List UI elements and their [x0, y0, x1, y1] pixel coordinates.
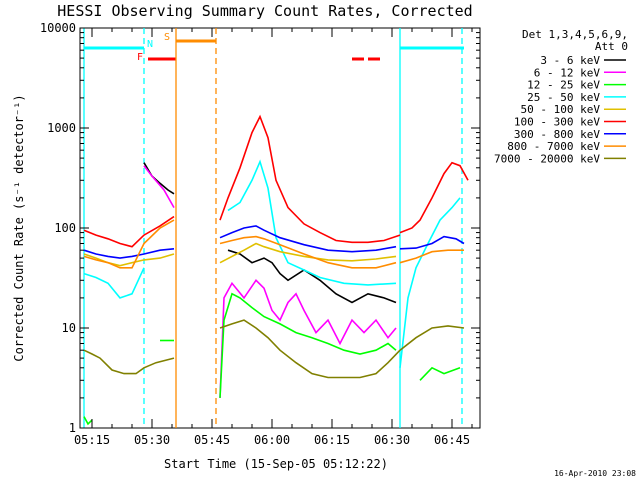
x-tick-label: 05:15	[74, 433, 110, 447]
chart-title: HESSI Observing Summary Count Rates, Cor…	[57, 2, 472, 20]
y-axis-label: Corrected Count Rate (s⁻¹ detector⁻¹)	[12, 94, 26, 361]
series-segment	[219, 319, 401, 379]
x-tick-label: 05:45	[194, 433, 230, 447]
series-segment	[399, 197, 461, 368]
y-axis: 1 10 100 1000 10000	[40, 21, 480, 435]
observing-flags: FNS	[84, 32, 464, 63]
series-segment	[227, 159, 397, 286]
series-segment	[219, 292, 397, 398]
legend-entry: 7000 - 20000 keV	[494, 152, 600, 165]
series-line	[83, 319, 465, 379]
legend-entry: 300 - 800 keV	[514, 128, 600, 141]
series-segment	[399, 325, 465, 351]
y-tick-label: 1	[69, 421, 76, 435]
series-line	[83, 225, 465, 259]
flag-label: F	[137, 52, 143, 63]
legend-header-att: Att 0	[595, 40, 628, 53]
series-segment	[219, 235, 397, 269]
legend-entry: 800 - 7000 keV	[507, 140, 600, 153]
series-line	[83, 219, 464, 269]
series-segment	[143, 162, 175, 195]
x-tick-label: 06:15	[314, 433, 350, 447]
series-segment	[227, 249, 397, 304]
legend-entry: 3 - 6 keV	[540, 54, 600, 67]
series-segment	[219, 225, 397, 253]
series-segment	[419, 366, 461, 381]
x-tick-label: 06:45	[434, 433, 470, 447]
series-lines	[83, 114, 469, 426]
series-segment	[83, 349, 175, 375]
legend-entry: 6 - 12 keV	[534, 66, 601, 79]
series-segment	[83, 215, 175, 248]
x-axis-label: Start Time (15-Sep-05 05:12:22)	[164, 457, 388, 471]
series-segment	[83, 219, 175, 269]
event-markers	[83, 28, 463, 428]
series-segment	[83, 267, 145, 299]
x-tick-label: 05:30	[134, 433, 170, 447]
legend-entry: 12 - 25 keV	[527, 79, 600, 92]
x-tick-label: 06:30	[374, 433, 410, 447]
series-line	[83, 242, 397, 267]
legend-entry: 25 - 50 keV	[527, 91, 600, 104]
series-segment	[83, 416, 93, 426]
legend-entry: 50 - 100 keV	[521, 103, 601, 116]
legend-entry: 100 - 300 keV	[514, 116, 600, 129]
x-axis: 05:15 05:30 05:45 06:00 06:15 06:30 06:45	[74, 28, 473, 447]
series-line	[83, 292, 461, 426]
series-line	[143, 165, 397, 398]
y-tick-label: 10000	[40, 21, 76, 35]
series-segment	[143, 165, 175, 208]
series-line	[83, 159, 461, 368]
plot-frame	[79, 27, 481, 429]
flag-label: S	[164, 32, 170, 43]
series-segment	[83, 248, 175, 259]
timestamp: 16-Apr-2010 23:08	[554, 469, 636, 478]
series-segment	[219, 242, 397, 264]
y-tick-label: 10	[62, 321, 76, 335]
x-tick-label: 06:00	[254, 433, 290, 447]
legend-header: Det 1,3,4,5,6,9,	[522, 28, 628, 41]
flag-label: N	[147, 39, 153, 50]
series-segment	[219, 279, 397, 398]
series-segment	[399, 235, 465, 250]
series-segment	[83, 253, 175, 267]
series-segment	[399, 249, 464, 264]
series-segment	[219, 114, 401, 244]
y-tick-label: 100	[54, 221, 76, 235]
series-segment	[399, 161, 469, 234]
y-tick-label: 1000	[47, 121, 76, 135]
series-line	[83, 114, 469, 248]
